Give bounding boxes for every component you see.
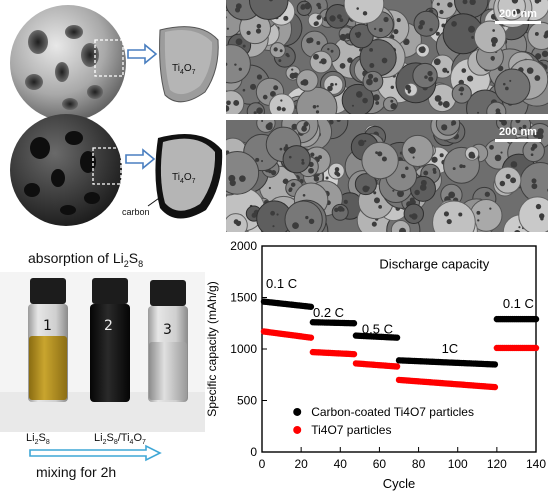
vial-3	[148, 280, 188, 402]
scale-bar-top: 200 nm	[495, 8, 541, 24]
y-tick-label: 1500	[230, 291, 257, 305]
legend-marker	[293, 407, 302, 416]
mixing-arrow-icon	[29, 444, 162, 462]
vial-number-2: 2	[104, 318, 113, 334]
data-point	[491, 383, 499, 391]
carbon-coated-sphere	[10, 114, 122, 226]
rate-label: 0.5 C	[362, 322, 393, 337]
y-axis-label: Specific capacity (mAh/g)	[205, 281, 219, 416]
data-point	[307, 334, 315, 341]
arrow-right-icon	[127, 43, 158, 65]
x-tick-label: 60	[373, 457, 387, 471]
data-point	[393, 334, 401, 341]
uncoated-sphere	[10, 5, 126, 121]
discharge-capacity-chart: 0 20 40 60 80 100 120 140 0 500 1000 1500 2000 Cycle S…	[205, 239, 546, 491]
vial-number-1: 1	[43, 318, 52, 334]
data-point	[532, 315, 540, 323]
y-tick-label: 500	[237, 394, 257, 408]
mixing-label: mixing for 2h	[36, 464, 117, 480]
y-tick-label: 0	[250, 445, 257, 459]
data-point	[532, 344, 540, 352]
data-point	[350, 320, 358, 327]
sem-image-uncoated: 200 nm	[226, 0, 548, 114]
rate-label: 0.1 C	[503, 296, 534, 311]
absorption-title: absorption of Li2S8	[28, 250, 144, 269]
y-tick-label: 2000	[230, 239, 257, 253]
chart-title: Discharge capacity	[379, 257, 489, 272]
sem-image-coated: 200 nm	[226, 120, 548, 232]
legend-entry: Ti4O7 particles	[311, 423, 391, 437]
carbon-coated-zoom	[147, 134, 223, 219]
data-point	[393, 363, 401, 370]
ti4o7-label-top: Ti4O7	[172, 63, 196, 76]
arrow-right-icon	[125, 148, 156, 170]
x-tick-label: 80	[412, 457, 426, 471]
label-li2s8: Li2S8	[26, 432, 50, 447]
carbon-label: carbon	[122, 207, 150, 217]
vial-1	[28, 278, 68, 402]
data-point	[307, 303, 315, 310]
data-point	[491, 361, 499, 368]
x-tick-label: 100	[448, 457, 468, 471]
data-point	[350, 350, 358, 358]
x-tick-label: 0	[259, 457, 266, 471]
x-tick-label: 120	[487, 457, 507, 471]
rate-label: 1C	[442, 341, 459, 356]
uncoated-zoom	[159, 26, 219, 103]
y-tick-label: 1000	[230, 342, 257, 356]
porous-sphere-models	[10, 5, 223, 226]
rate-label: 0.2 C	[313, 305, 344, 320]
ti4o7-label-bottom: Ti4O7	[172, 172, 196, 185]
x-tick-label: 40	[334, 457, 348, 471]
label-li2s8-ti4o7: Li2S8/Ti4O7	[94, 432, 146, 447]
scale-bar-bottom: 200 nm	[495, 126, 541, 142]
legend-entry: Carbon-coated Ti4O7 particles	[311, 405, 474, 419]
vial-2	[90, 278, 130, 402]
x-axis-label: Cycle	[383, 476, 416, 491]
x-tick-label: 20	[294, 457, 308, 471]
rate-label: 0.1 C	[266, 276, 297, 291]
vial-photo	[0, 272, 205, 432]
x-tick-label: 140	[526, 457, 546, 471]
vial-number-3: 3	[163, 322, 172, 338]
legend-marker	[293, 425, 302, 434]
